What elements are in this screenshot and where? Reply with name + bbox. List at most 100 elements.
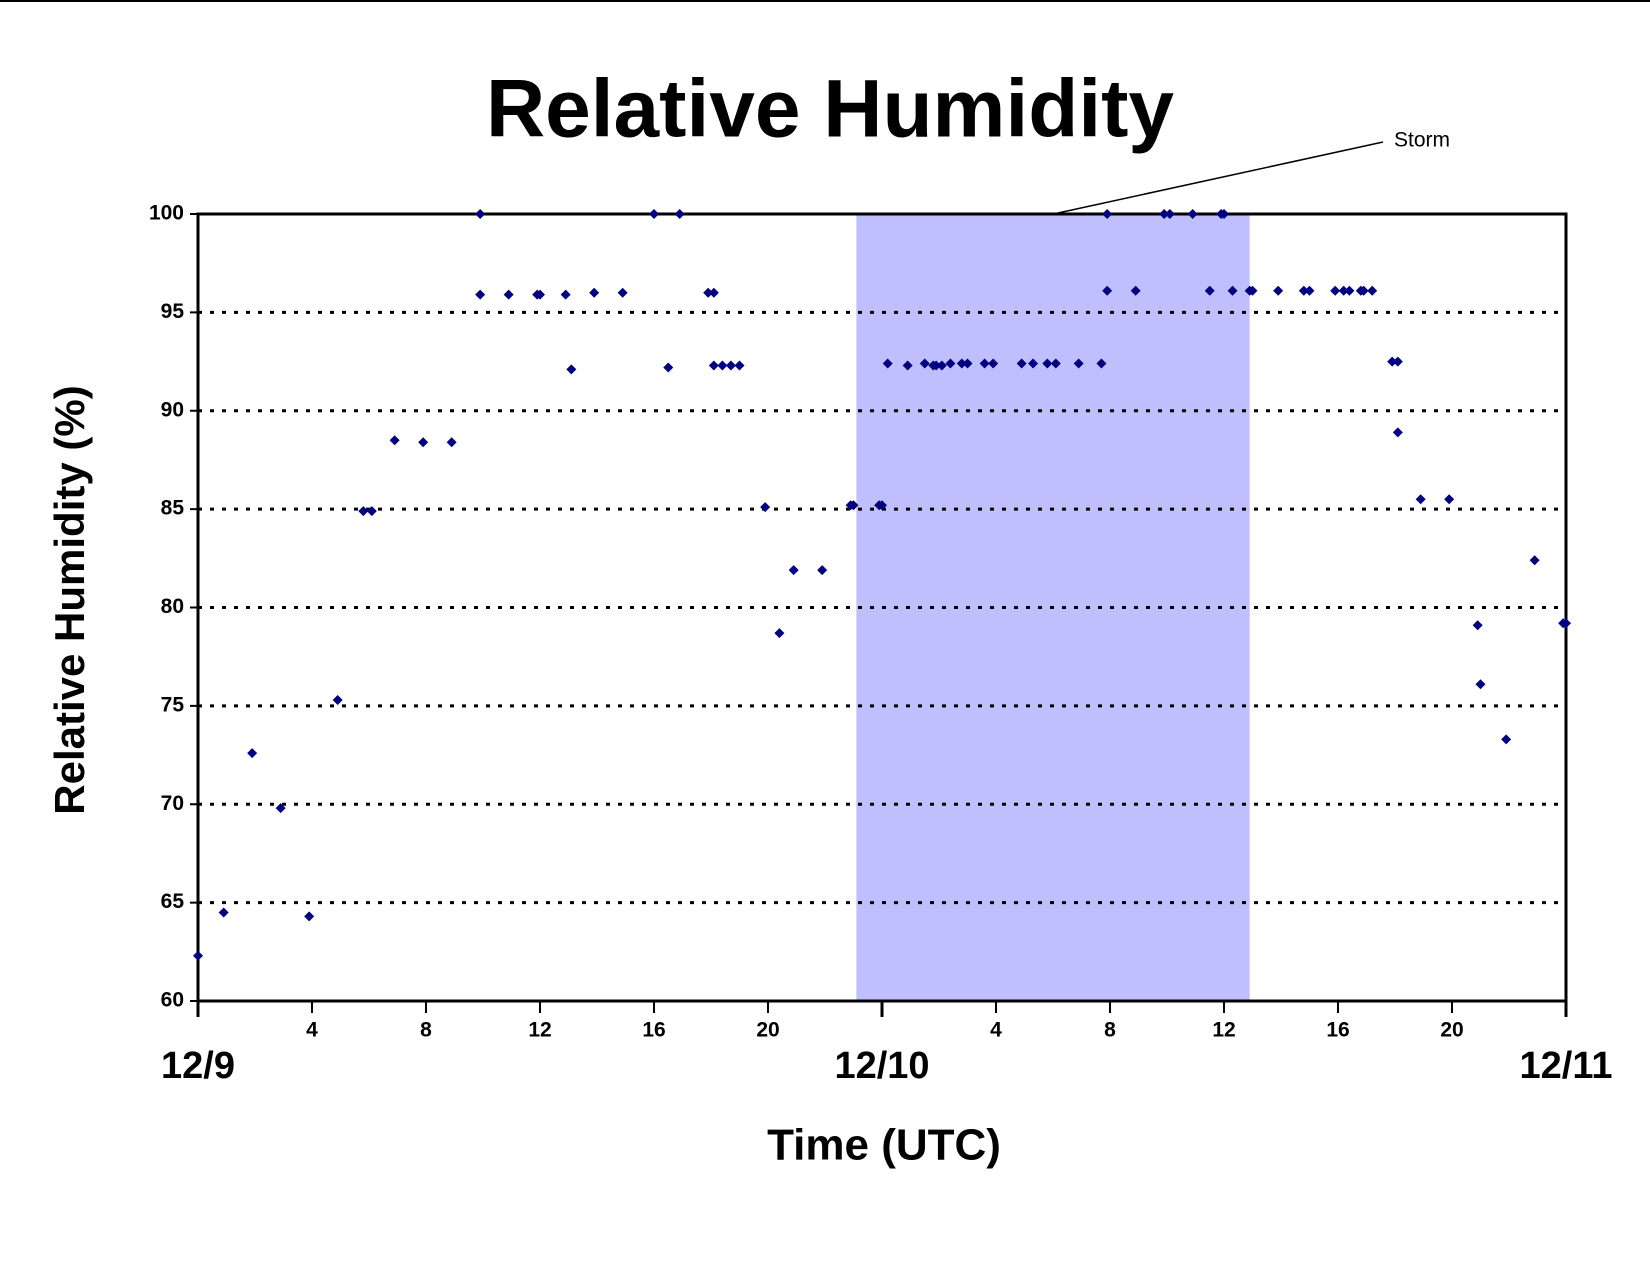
y-tick-label: 80 [161, 595, 184, 618]
point [1187, 209, 1198, 219]
point [1529, 555, 1540, 566]
x-tick-label: 4 [990, 1019, 1002, 1042]
point [734, 360, 745, 371]
point [503, 289, 514, 300]
point [817, 565, 828, 576]
point [1204, 285, 1215, 296]
point [1050, 358, 1061, 369]
point [1387, 356, 1398, 367]
point [1102, 285, 1113, 296]
point [649, 209, 659, 219]
point [1392, 427, 1403, 438]
x-tick-label: 20 [1440, 1019, 1463, 1042]
y-tick-label: 65 [161, 890, 185, 913]
point [848, 500, 859, 511]
y-tick-label: 90 [161, 398, 184, 421]
y-tick-label: 100 [149, 202, 184, 225]
point [589, 287, 600, 298]
point [389, 435, 400, 446]
point [1096, 358, 1107, 369]
y-tick-label: 70 [161, 792, 184, 815]
point [560, 289, 571, 300]
day-label: 12/9 [161, 1045, 235, 1087]
point [1227, 285, 1238, 296]
point [247, 748, 258, 759]
chart-title: Relative Humidity [486, 64, 1174, 155]
point [725, 360, 736, 371]
x-tick-label: 20 [756, 1019, 779, 1042]
point [1298, 285, 1309, 296]
point [1392, 356, 1403, 367]
y-tick-label: 75 [161, 693, 185, 716]
day-label: 12/11 [1520, 1045, 1613, 1087]
point [703, 287, 714, 298]
plot-frame [196, 212, 1568, 1003]
point [1475, 679, 1486, 690]
point [1444, 494, 1455, 505]
point [1358, 285, 1369, 296]
y-axis-title: Relative Humidity (%) [46, 385, 93, 814]
point [193, 950, 203, 961]
point [1344, 285, 1355, 296]
annotation: Storm [1394, 129, 1450, 152]
point [708, 287, 719, 298]
point [788, 565, 799, 576]
point [931, 360, 942, 371]
point [1247, 285, 1258, 296]
point [1330, 285, 1341, 296]
point [1164, 209, 1175, 219]
point [945, 358, 956, 369]
point [956, 358, 967, 369]
point [882, 358, 893, 369]
point [1338, 285, 1349, 296]
point [902, 360, 913, 371]
point [1042, 358, 1053, 369]
point [774, 628, 785, 639]
point [1273, 285, 1284, 296]
point [446, 437, 457, 448]
x-tick-label: 16 [642, 1019, 665, 1042]
point [674, 209, 685, 219]
point [708, 360, 719, 371]
x-tick-label: 8 [1104, 1019, 1116, 1042]
x-tick-label: 12 [1212, 1019, 1235, 1042]
point [475, 289, 486, 300]
point [1159, 209, 1170, 219]
x-tick-label: 12 [528, 1019, 551, 1042]
point [1561, 618, 1571, 629]
point [1501, 734, 1512, 745]
point [304, 911, 315, 922]
point [962, 358, 973, 369]
point [988, 358, 999, 369]
day-label: 12/10 [834, 1045, 929, 1087]
point [275, 803, 286, 814]
point [366, 506, 377, 517]
point [418, 437, 429, 448]
x-tick-label: 8 [420, 1019, 432, 1042]
point [1130, 285, 1141, 296]
point [332, 694, 343, 705]
point [1028, 358, 1039, 369]
y-tick-label: 60 [161, 989, 184, 1012]
point [919, 358, 930, 369]
point [1472, 620, 1483, 631]
point [936, 360, 947, 371]
x-axis-title: Time (UTC) [767, 1121, 1001, 1170]
point [979, 358, 990, 369]
point [1073, 358, 1084, 369]
point [663, 362, 674, 373]
point [1016, 358, 1027, 369]
x-tick-label: 16 [1326, 1019, 1349, 1042]
point [475, 209, 486, 219]
y-tick-label: 85 [161, 497, 185, 520]
point [717, 360, 728, 371]
point [1219, 209, 1229, 219]
point [877, 500, 887, 511]
point [1367, 285, 1378, 296]
annotation-leader [1057, 141, 1384, 214]
point [1102, 209, 1113, 219]
point [566, 364, 577, 375]
point [1304, 285, 1315, 296]
point [218, 907, 229, 918]
